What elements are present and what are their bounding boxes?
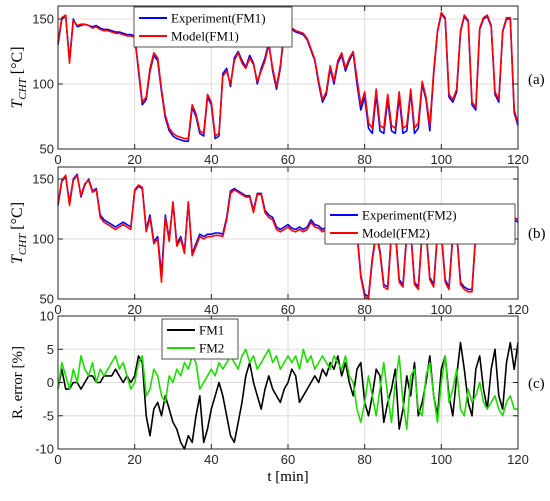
y-tick-label: -10 bbox=[35, 442, 54, 457]
legend-entry: Experiment(FM1) bbox=[171, 11, 266, 26]
y-axis-label-subscript: CHT bbox=[17, 77, 29, 99]
x-tick-label: 100 bbox=[430, 152, 452, 167]
panel-label: (c) bbox=[528, 376, 545, 392]
y-tick-label: 0 bbox=[47, 375, 54, 390]
legend-entry: Model(FM1) bbox=[171, 29, 239, 44]
x-tick-label: 100 bbox=[430, 452, 452, 467]
series-line-FM1 bbox=[57, 341, 519, 450]
panel-label: (a) bbox=[528, 72, 545, 88]
legend-entry: Experiment(FM2) bbox=[362, 208, 457, 223]
x-tick-label: 100 bbox=[430, 302, 452, 317]
x-tick-label: 60 bbox=[281, 452, 295, 467]
y-axis-label-symbol: T bbox=[9, 99, 26, 109]
x-tick-label: 20 bbox=[127, 302, 141, 317]
y-axis-label-unit: [°C] bbox=[9, 202, 26, 234]
x-tick-label: 0 bbox=[54, 302, 61, 317]
y-tick-label: 50 bbox=[40, 292, 54, 307]
panel-3: 0 20 40 60 80 100 120 -10 -5 0 5 10 R. error [%] t [m… bbox=[10, 309, 545, 486]
y-axis-label-symbol: T bbox=[9, 254, 26, 264]
x-tick-label: 40 bbox=[204, 152, 218, 167]
legend-box bbox=[324, 203, 516, 245]
y-axis-label-subscript: CHT bbox=[17, 233, 29, 255]
y-tick-label: 10 bbox=[40, 309, 54, 324]
y-tick-label: -5 bbox=[42, 408, 54, 423]
x-tick-label: 80 bbox=[357, 452, 371, 467]
legend-entry: Model(FM2) bbox=[362, 226, 430, 241]
series-line-FM2 bbox=[57, 348, 518, 430]
x-tick-label: 20 bbox=[127, 452, 141, 467]
y-axis-label: TCHT [°C] bbox=[9, 202, 29, 264]
legend-box bbox=[133, 6, 293, 48]
legend: Experiment(FM2) Model(FM2) bbox=[324, 203, 516, 245]
x-tick-label: 80 bbox=[357, 152, 371, 167]
x-tick-label: 120 bbox=[507, 452, 529, 467]
panel-1: 0 20 40 60 80 100 120 50 100 150 TCHT [°C] (a) Exper… bbox=[9, 5, 545, 167]
legend: Experiment(FM1) Model(FM1) bbox=[133, 6, 293, 48]
legend-entry: FM2 bbox=[199, 341, 224, 356]
x-tick-label: 40 bbox=[204, 302, 218, 317]
x-tick-label: 60 bbox=[281, 152, 295, 167]
y-tick-label: 100 bbox=[32, 77, 54, 92]
y-tick-label: 50 bbox=[40, 142, 54, 157]
legend-entry: FM1 bbox=[199, 323, 224, 338]
x-tick-label: 60 bbox=[281, 302, 295, 317]
x-tick-label: 40 bbox=[204, 452, 218, 467]
x-tick-label: 80 bbox=[357, 302, 371, 317]
x-tick-label: 0 bbox=[54, 452, 61, 467]
y-axis-label: R. error [%] bbox=[10, 346, 26, 419]
y-tick-label: 150 bbox=[32, 172, 54, 187]
y-tick-label: 100 bbox=[32, 232, 54, 247]
x-tick-label: 20 bbox=[127, 152, 141, 167]
x-axis-label: t [min] bbox=[267, 469, 308, 485]
y-axis-label-unit: [°C] bbox=[9, 46, 26, 78]
panel-label: (b) bbox=[528, 226, 546, 242]
y-tick-label: 150 bbox=[32, 12, 54, 27]
x-tick-label: 120 bbox=[507, 302, 529, 317]
y-axis-label: TCHT [°C] bbox=[9, 46, 29, 108]
y-tick-label: 5 bbox=[47, 342, 54, 357]
x-tick-label: 0 bbox=[54, 152, 61, 167]
x-tick-label: 120 bbox=[507, 152, 529, 167]
legend-box bbox=[161, 318, 239, 360]
